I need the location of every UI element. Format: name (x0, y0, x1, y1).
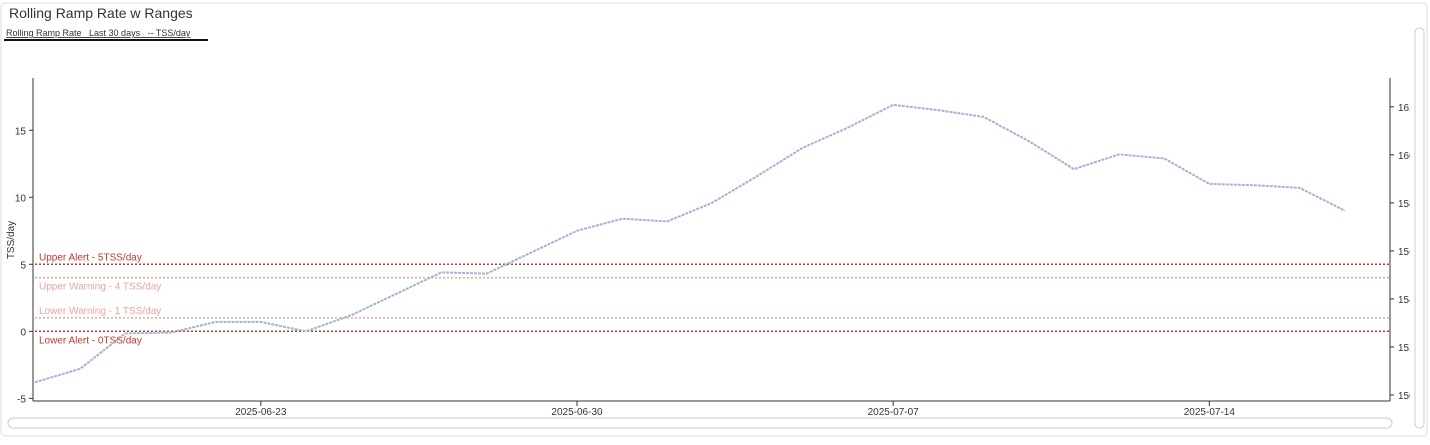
data-line (34, 103, 1346, 384)
y2-tick-label: 1580 (1398, 199, 1421, 210)
x-tick-label: 2025-07-07 (868, 407, 920, 418)
horizontal-scrollbar[interactable] (7, 417, 1393, 429)
y-tick-label: 5 (20, 260, 26, 271)
y-tick-label: -5 (17, 394, 26, 405)
vertical-scrollbar[interactable] (1414, 27, 1425, 429)
x-tick-label: 2025-06-30 (551, 407, 603, 418)
panel (0, 2, 1428, 437)
y-tick-label: 15 (15, 126, 27, 137)
x-tick-label: 2025-06-23 (235, 407, 287, 418)
y2-tick-label: 1520 (1398, 343, 1421, 354)
y-tick-label: 0 (20, 327, 26, 338)
y2-tick-label: 1560 (1398, 247, 1421, 258)
y-tick-label: 10 (15, 193, 27, 204)
y2-tick-label: 1540 (1398, 295, 1421, 306)
reference-label: Lower Alert - 0TSS/day (39, 335, 142, 346)
right-axis-group: 1500 1520 1540 1560 1580 1600 1620 (1398, 103, 1421, 402)
reference-label: Upper Warning - 4 TSS/day (39, 282, 161, 293)
y2-tick-label: 1500 (1398, 391, 1421, 402)
chart-title: Rolling Ramp Rate w Ranges (9, 5, 193, 21)
reference-label: Lower Warning - 1 TSS/day (39, 306, 161, 317)
x-tick-label: 2025-07-14 (1184, 407, 1236, 418)
y2-tick-label: 1620 (1398, 103, 1421, 114)
reference-label: Upper Alert - 5TSS/day (39, 252, 142, 263)
subtitle-tab[interactable]: Rolling Ramp Rate Last 30 days -- TSS/da… (6, 28, 191, 38)
y-axis-label: TSS/day (6, 221, 17, 259)
y2-tick-label: 1600 (1398, 151, 1421, 162)
